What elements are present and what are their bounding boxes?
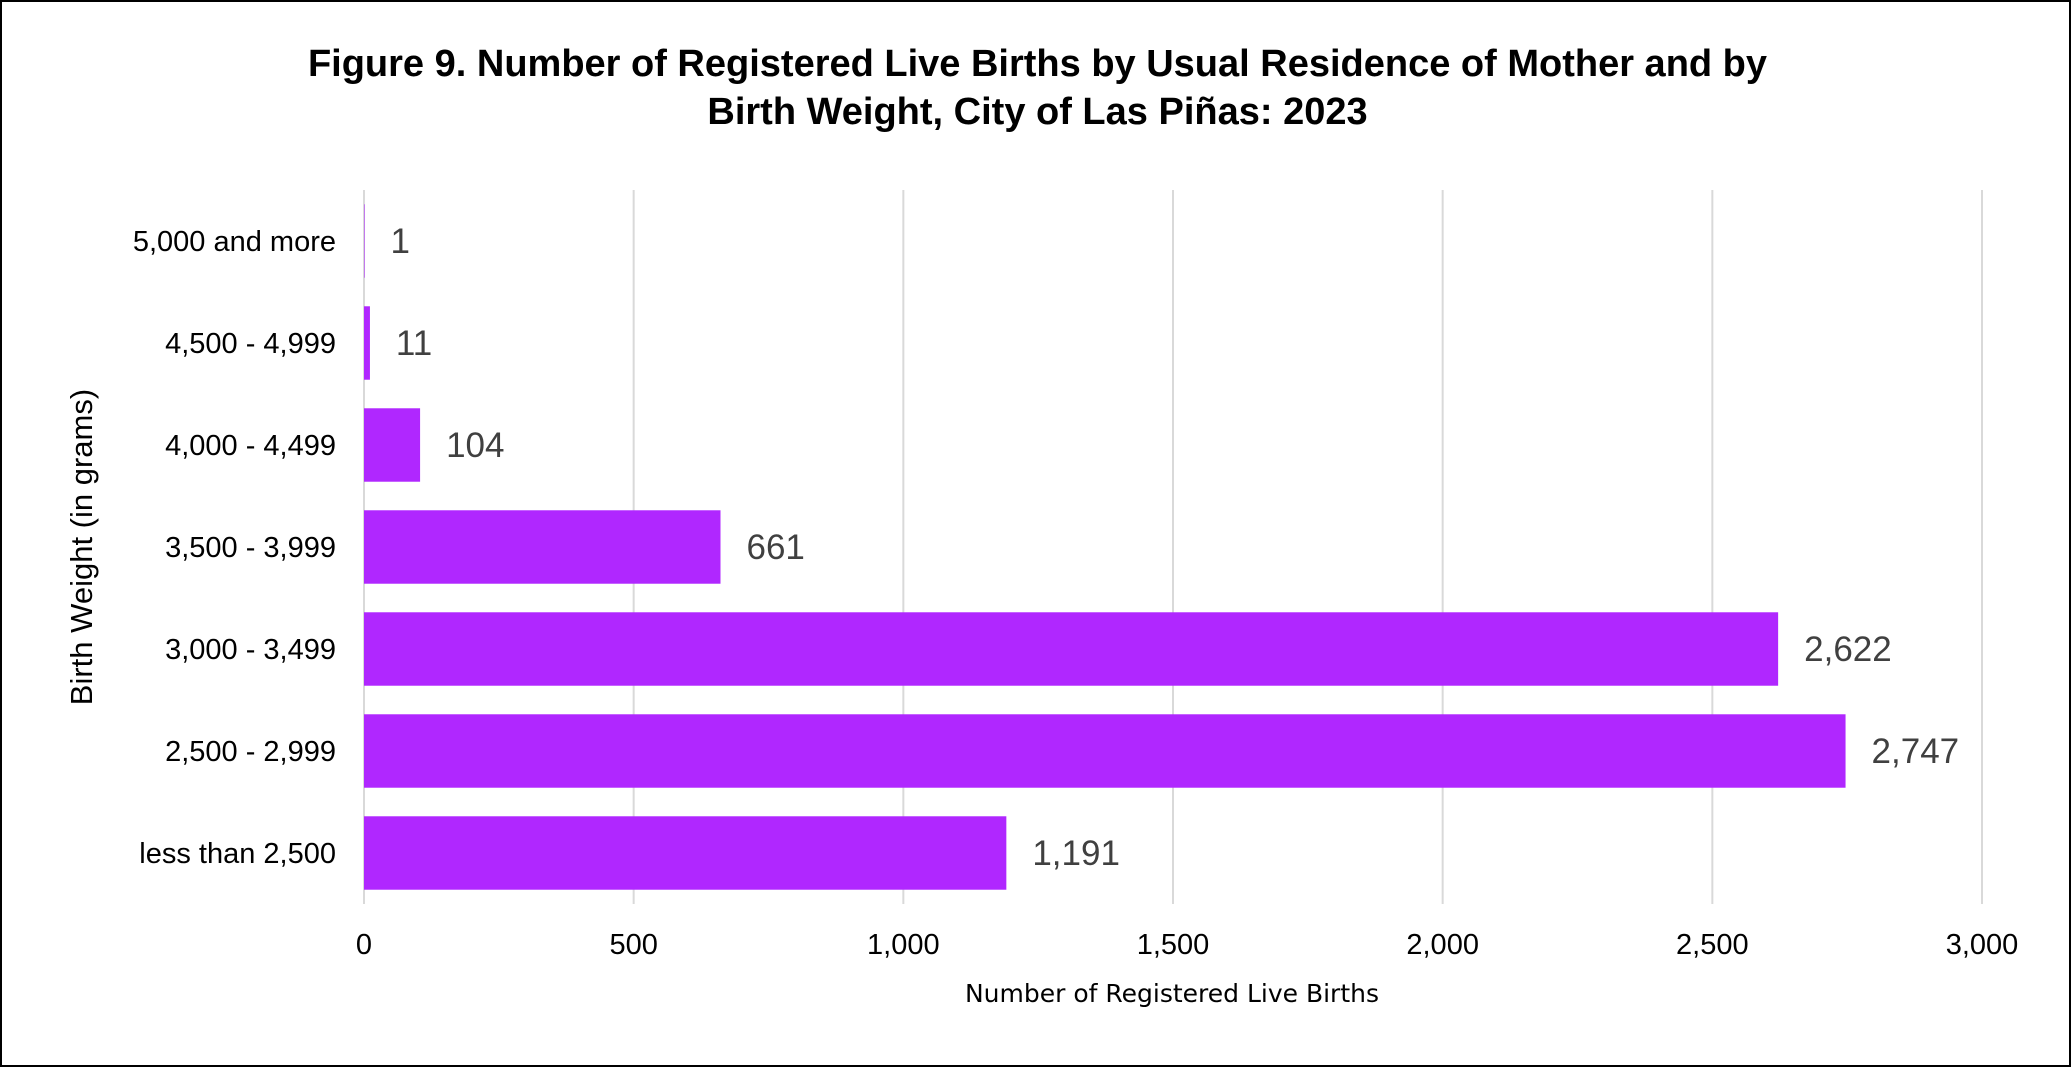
y-tick-label: 4,500 - 4,999	[165, 328, 336, 360]
bar-value-label: 661	[746, 528, 804, 567]
x-tick-label: 2,000	[1406, 929, 1479, 961]
bar	[364, 510, 721, 584]
x-tick-label: 1,500	[1137, 929, 1210, 961]
bar	[364, 204, 365, 278]
x-axis-title: Number of Registered Live Births	[965, 979, 1379, 1008]
bar	[364, 306, 370, 380]
y-axis-ticks: 5,000 and more 4,500 - 4,999 4,000 - 4,499…	[133, 226, 336, 870]
y-tick-label: less than 2,500	[139, 838, 336, 870]
x-tick-label: 0	[356, 929, 372, 961]
x-tick-label: 2,500	[1676, 929, 1749, 961]
y-tick-label: 4,000 - 4,499	[165, 430, 336, 462]
chart-title: Figure 9. Number of Registered Live Birt…	[2, 40, 2071, 136]
y-tick-label: 3,000 - 3,499	[165, 634, 336, 666]
x-tick-label: 3,000	[1946, 929, 2019, 961]
x-axis-ticks: 0 500 1,000 1,500 2,000 2,500 3,000	[356, 929, 2018, 961]
x-tick-label: 1,000	[867, 929, 940, 961]
bar-value-label: 2,622	[1804, 630, 1892, 669]
chart-title-line-2: Birth Weight, City of Las Piñas: 2023	[707, 91, 1368, 133]
bar-value-label: 2,747	[1872, 732, 1960, 771]
bar-value-label: 104	[446, 426, 504, 465]
bars	[364, 204, 1846, 890]
y-axis-title: Birth Weight (in grams)	[64, 389, 99, 705]
y-tick-label: 2,500 - 2,999	[165, 736, 336, 768]
bar	[364, 612, 1779, 686]
x-tick-label: 500	[609, 929, 657, 961]
bar	[364, 714, 1846, 788]
bar-value-label: 1	[391, 222, 410, 261]
y-tick-label: 5,000 and more	[133, 226, 336, 258]
chart-title-line-1: Figure 9. Number of Registered Live Birt…	[307, 43, 1768, 85]
bar	[364, 408, 421, 482]
y-tick-label: 3,500 - 3,999	[165, 532, 336, 564]
bar-value-label: 1,191	[1032, 834, 1120, 873]
bar-value-label: 11	[396, 324, 432, 363]
bar	[364, 816, 1007, 890]
